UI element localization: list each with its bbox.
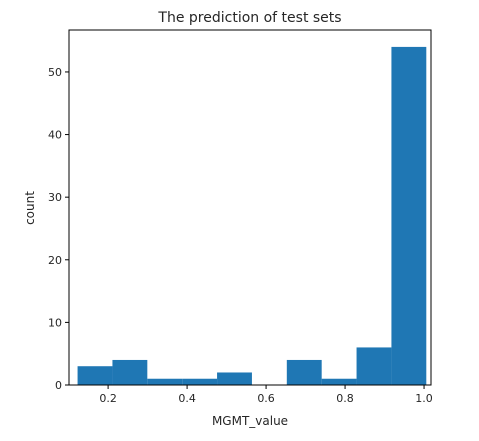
x-tick-label: 0.6 (257, 392, 275, 405)
histogram-bar (112, 359, 148, 385)
x-axis-label: MGMT_value (212, 414, 288, 428)
x-tick-label: 1.0 (415, 392, 433, 405)
histogram-bar (286, 359, 322, 385)
x-tick-label: 0.4 (178, 392, 196, 405)
x-tick-label: 0.2 (99, 392, 117, 405)
histogram-bar (321, 378, 357, 385)
x-tick-label: 0.8 (336, 392, 354, 405)
histogram-bar (147, 378, 183, 385)
y-tick-label: 0 (55, 379, 62, 392)
y-axis-label: count (23, 191, 37, 225)
y-tick-label: 20 (48, 254, 62, 267)
y-axis-ticks: 0 10 20 30 40 50 (48, 66, 69, 392)
histogram-bar (217, 372, 252, 385)
chart-title: The prediction of test sets (157, 10, 341, 26)
plot-frame (68, 29, 432, 386)
x-axis-ticks: 0.2 0.4 0.6 0.8 1.0 (99, 385, 433, 405)
y-tick-label: 40 (48, 129, 62, 142)
y-tick-label: 30 (48, 191, 62, 204)
histogram-bar (356, 347, 392, 385)
histogram-bar (182, 378, 218, 385)
histogram-bar (77, 366, 113, 385)
bars-group (77, 46, 427, 386)
histogram-bar (391, 46, 427, 386)
y-tick-label: 10 (48, 316, 62, 329)
y-tick-label: 50 (48, 66, 62, 79)
